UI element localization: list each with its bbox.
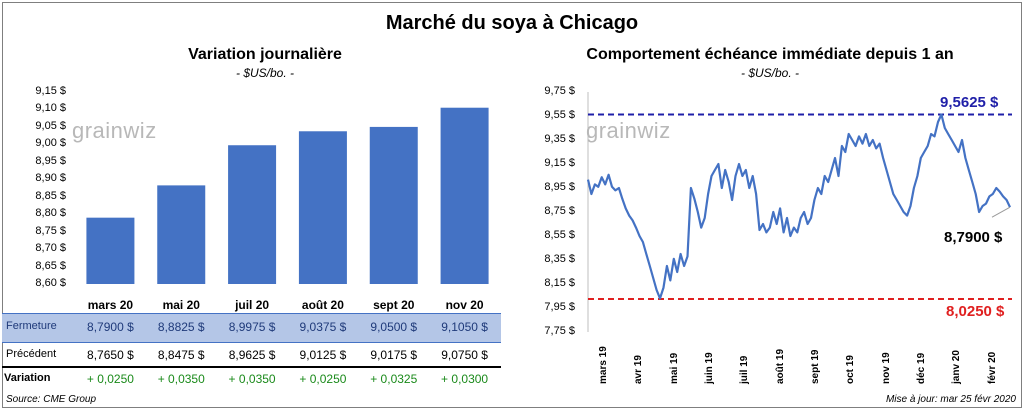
left-y-tick: 8,75 $ <box>35 224 66 237</box>
row-label-change: Variation <box>4 372 51 384</box>
right-x-tick: août 19 <box>773 340 789 386</box>
left-y-tick: 8,85 $ <box>35 189 66 202</box>
bar-0 <box>86 217 135 284</box>
watermark-left: grainwiz <box>72 118 157 143</box>
right-x-tick-label: oct 19 <box>845 355 857 384</box>
last-value-callout <box>991 206 1011 218</box>
page-title: Marché du soya à Chicago <box>385 12 639 34</box>
right-chart-title: Comportement échéance immédiate depuis 1… <box>586 46 954 63</box>
left-chart-unit: - $US/bo. - <box>235 66 295 80</box>
right-x-tick: sept 19 <box>808 340 824 386</box>
bar-1 <box>157 185 206 284</box>
row-label-prev: Précédent <box>6 348 57 360</box>
right-x-tick-label: nov 19 <box>880 352 892 384</box>
table-cell-close: 8,7900 $ <box>87 320 134 334</box>
table-cell-change: + 0,0325 <box>370 372 418 386</box>
left-y-tick: 8,65 $ <box>35 259 66 272</box>
right-x-tick: juin 19 <box>702 340 718 386</box>
right-y-tick: 7,75 $ <box>544 325 575 337</box>
right-x-tick-label: août 19 <box>774 348 786 384</box>
left-y-tick: 9,15 $ <box>35 85 66 97</box>
table-cell-close: 9,0500 $ <box>370 320 418 334</box>
table-cell-change: + 0,0250 <box>299 372 347 386</box>
source-note: Source: CME Group <box>6 394 97 405</box>
left-x-category: août 20 <box>301 298 344 312</box>
row-label-close: Fermeture <box>6 320 57 332</box>
right-y-tick: 8,55 $ <box>544 229 575 241</box>
table-divider <box>2 366 501 368</box>
table-cell-close: 9,0375 $ <box>299 320 347 334</box>
table-cell-change: + 0,0300 <box>441 372 489 386</box>
right-x-tick: nov 19 <box>879 340 895 386</box>
right-y-tick: 8,75 $ <box>544 205 575 217</box>
left-y-tick: 9,05 $ <box>35 119 66 132</box>
last-value-label: 8,7900 $ <box>944 229 1003 246</box>
left-y-tick: 8,90 $ <box>35 172 66 185</box>
left-y-tick: 8,80 $ <box>35 207 66 220</box>
left-chart-title: Variation journalière <box>188 46 342 63</box>
update-note: Mise à jour: mar 25 févr 2020 <box>885 394 1016 405</box>
table-cell-prev: 8,7650 $ <box>87 348 134 362</box>
table-cell-prev: 9,0175 $ <box>370 348 418 362</box>
left-x-category: mai 20 <box>162 298 200 312</box>
right-x-tick: mai 19 <box>667 340 683 386</box>
left-x-category: sept 20 <box>373 298 415 312</box>
left-y-tick: 8,60 $ <box>35 277 66 289</box>
left-x-category: nov 20 <box>445 298 484 312</box>
right-x-tick-label: janv 20 <box>951 350 963 384</box>
left-y-tick: 8,70 $ <box>35 242 66 255</box>
right-x-tick-label: déc 19 <box>915 352 927 384</box>
table-cell-close: 8,9975 $ <box>228 320 276 334</box>
bar-2 <box>228 145 277 284</box>
right-y-tick: 9,55 $ <box>544 109 575 121</box>
right-chart-unit: - $US/bo. - <box>740 66 800 80</box>
right-x-tick-label: juin 19 <box>703 352 715 384</box>
bar-4 <box>369 126 418 284</box>
left-y-tick: 8,95 $ <box>35 154 66 167</box>
table-cell-close: 8,8825 $ <box>157 320 205 334</box>
right-x-tick-label: sept 19 <box>809 349 821 384</box>
table-cell-change: + 0,0250 <box>86 372 134 386</box>
right-x-tick: mars 19 <box>596 340 612 386</box>
low-value-label: 8,0250 $ <box>946 303 1005 320</box>
watermark-right: grainwiz <box>586 118 671 143</box>
table-cell-prev: 9,0125 $ <box>299 348 347 362</box>
right-y-tick: 8,95 $ <box>544 181 575 193</box>
right-y-tick: 7,95 $ <box>544 301 575 313</box>
right-x-tick-label: févr 20 <box>986 351 998 384</box>
right-x-tick: févr 20 <box>985 340 1001 386</box>
right-y-tick: 9,75 $ <box>544 85 575 97</box>
right-x-tick-label: mars 19 <box>597 346 609 384</box>
right-x-tick: avr 19 <box>631 340 647 386</box>
right-y-tick: 9,35 $ <box>544 133 575 145</box>
right-x-tick-label: avr 19 <box>633 355 645 384</box>
left-x-category: mars 20 <box>87 298 134 312</box>
right-x-tick: déc 19 <box>914 340 930 386</box>
table-cell-change: + 0,0350 <box>228 372 276 386</box>
high-value-label: 9,5625 $ <box>940 94 999 111</box>
table-cell-prev: 9,0750 $ <box>441 348 488 362</box>
right-y-tick: 8,15 $ <box>544 277 575 289</box>
right-x-tick: juil 19 <box>737 340 753 386</box>
left-y-tick: 9,10 $ <box>35 102 66 115</box>
right-x-tick-label: mai 19 <box>668 352 680 384</box>
left-x-category: juil 20 <box>235 298 270 312</box>
bar-3 <box>298 131 347 284</box>
left-y-tick: 9,00 $ <box>35 137 66 150</box>
close-row-band <box>2 313 501 343</box>
table-cell-prev: 8,9625 $ <box>228 348 276 362</box>
table-cell-change: + 0,0350 <box>157 372 205 386</box>
right-x-tick: janv 20 <box>949 340 965 386</box>
right-y-tick: 8,35 $ <box>544 253 575 265</box>
price-line <box>586 113 1011 300</box>
table-cell-close: 9,1050 $ <box>441 320 488 334</box>
bar-5 <box>440 107 489 284</box>
right-x-tick: oct 19 <box>843 340 859 386</box>
right-x-tick-label: juil 19 <box>739 355 751 384</box>
right-y-tick: 9,15 $ <box>544 157 575 169</box>
table-cell-prev: 8,8475 $ <box>157 348 205 362</box>
